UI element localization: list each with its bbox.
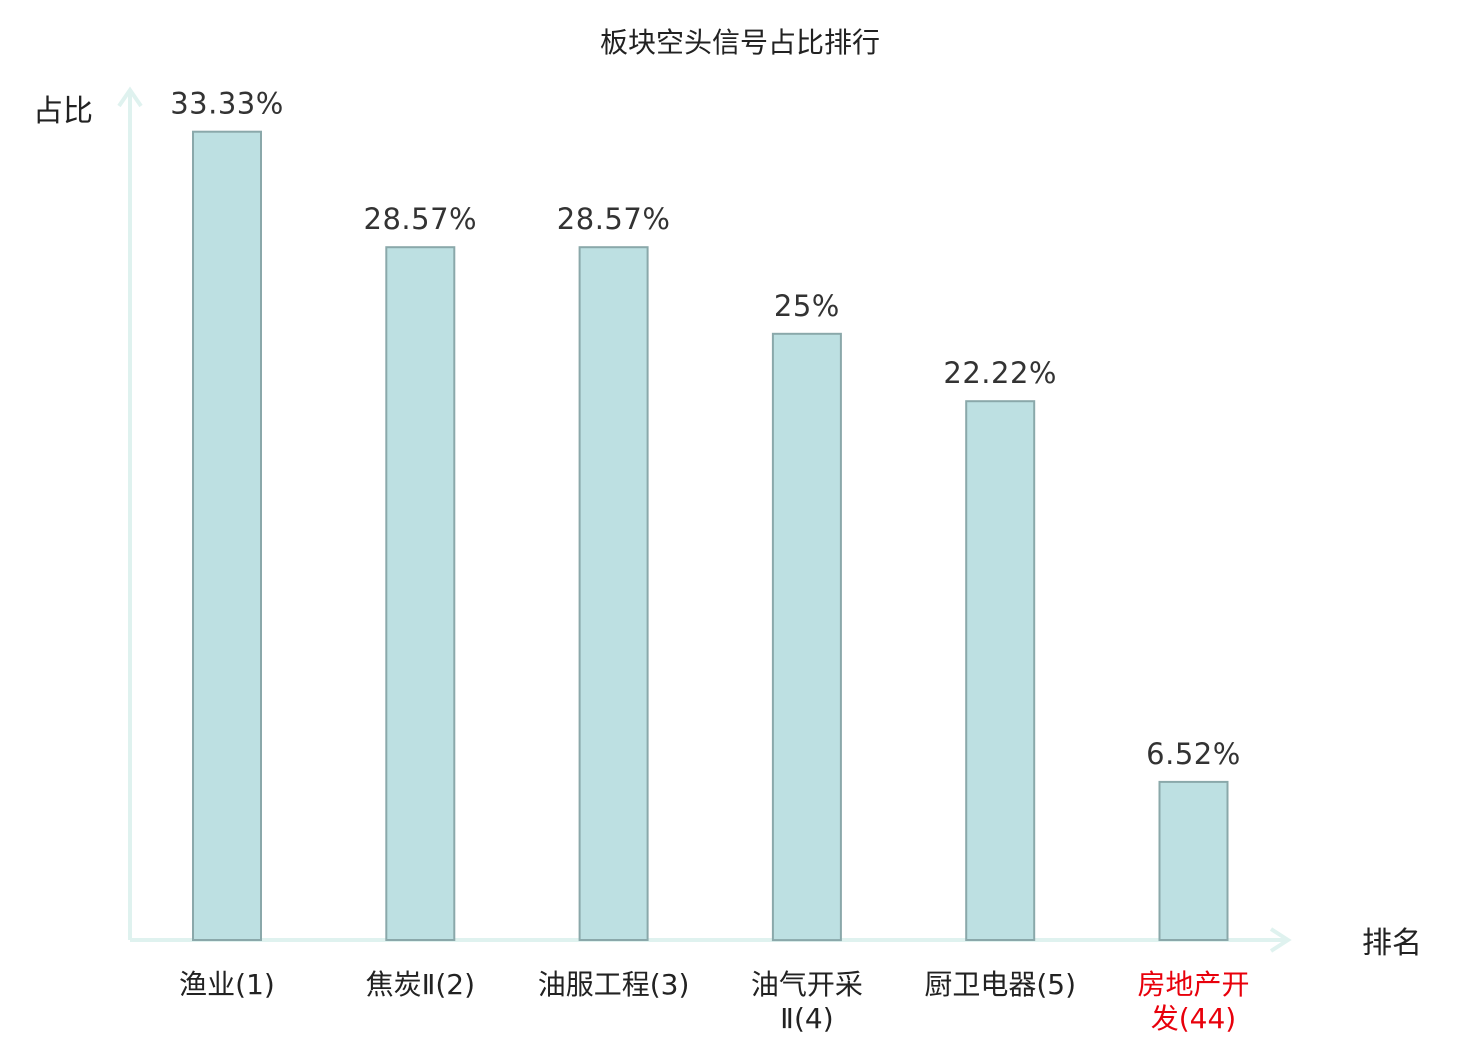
category-label-6-line-1: 房地产开 [1137,968,1249,1001]
bar-3 [578,246,649,941]
category-label-1: 渔业(1) [179,968,275,1001]
category-label-6-line-2: 发(44) [1151,1002,1236,1035]
category-label-4-line-1: 油气开采 [751,968,863,1001]
value-label-5: 22.22% [943,356,1057,390]
x-axis-arrow [1269,927,1292,953]
x-axis-label: 排名 [1362,926,1422,961]
value-label-6: 6.52% [1146,737,1241,771]
value-labels: 33.33% 28.57% 28.57% 25% 22.22% 6.52% [170,87,1241,771]
category-label-4-line-2: Ⅱ(4) [780,1002,833,1035]
bar-6 [1158,780,1229,942]
chart-title: 板块空头信号占比排行 [600,26,880,59]
category-label-2: 焦炭Ⅱ(2) [366,968,475,1001]
bar-1 [192,130,262,941]
y-axis-label: 占比 [33,94,93,129]
bar-4 [771,332,842,942]
value-label-1: 33.33% [170,87,284,121]
chart-axes [117,86,1292,953]
category-label-5: 厨卫电器(5) [924,968,1076,1001]
bar-5 [965,400,1036,941]
bar-2 [385,246,456,941]
value-label-2: 28.57% [364,202,478,236]
y-axis-arrow [117,86,143,108]
value-label-4: 25% [774,289,840,323]
category-label-3: 油服工程(3) [538,968,690,1001]
value-label-3: 28.57% [557,202,671,236]
bar-series [192,130,1229,942]
